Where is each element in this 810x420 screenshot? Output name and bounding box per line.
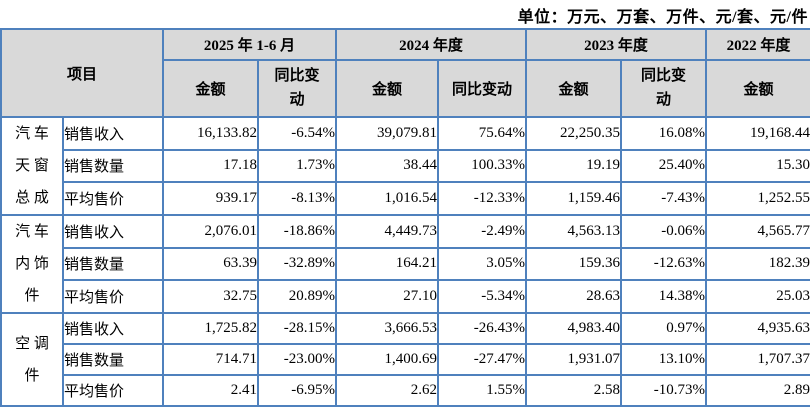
table-row: 汽 车 内 饰 件 销售收入 2,076.01 -18.86% 4,449.73…: [0, 214, 810, 314]
value-cell: 38.44: [335, 148, 440, 184]
value-cell: -7.43%: [620, 181, 708, 216]
value-cell: 4,935.63: [705, 312, 810, 345]
value-cell: -18.86%: [257, 214, 338, 249]
value-cell: 25.03: [705, 279, 810, 314]
value-cell: -5.34%: [437, 279, 528, 314]
value-cell: -28.15%: [257, 312, 338, 345]
value-cell: -12.63%: [620, 246, 708, 282]
metric-label: 平均售价: [61, 374, 165, 407]
value-cell: 32.75: [162, 279, 260, 314]
table-row: 平均售价 32.75 20.89% 27.10 -5.34% 28.63 14.…: [1, 279, 810, 314]
table-row: 空 调 件 销售收入 1,725.82 -28.15% 3,666.53 -26…: [0, 312, 810, 407]
col-header-2023-yoy: 同比变动: [620, 59, 708, 118]
col-header-2024: 2024 年度: [335, 28, 528, 61]
value-cell: 1,707.37: [705, 343, 810, 376]
value-cell: 75.64%: [437, 116, 528, 151]
value-cell: 3,666.53: [335, 312, 440, 345]
value-cell: 22,250.35: [525, 116, 623, 151]
metric-label: 平均售价: [61, 181, 165, 216]
value-cell: -10.73%: [620, 374, 708, 407]
value-cell: -26.43%: [437, 312, 528, 345]
value-cell: -6.95%: [257, 374, 338, 407]
metric-label: 销售数量: [61, 246, 165, 282]
value-cell: 1,016.54: [335, 181, 440, 216]
col-header-2025-amount: 金额: [162, 59, 260, 118]
value-cell: -0.06%: [620, 214, 708, 249]
value-cell: 714.71: [162, 343, 260, 376]
value-cell: 13.10%: [620, 343, 708, 376]
col-header-item: 项目: [0, 28, 165, 118]
value-cell: 20.89%: [257, 279, 338, 314]
value-cell: -27.47%: [437, 343, 528, 376]
value-cell: 39,079.81: [335, 116, 440, 151]
value-cell: -8.13%: [257, 181, 338, 216]
col-header-2024-yoy: 同比变动: [437, 59, 528, 118]
value-cell: 1.55%: [437, 374, 528, 407]
table-row: 销售数量 63.39 -32.89% 164.21 3.05% 159.36 -…: [1, 246, 810, 282]
value-cell: 1,725.82: [162, 312, 260, 345]
value-cell: 939.17: [162, 181, 260, 216]
section-label-ac-parts: 空 调 件: [0, 312, 64, 407]
value-cell: -2.49%: [437, 214, 528, 249]
value-cell: 16,133.82: [162, 116, 260, 151]
value-cell: -6.54%: [257, 116, 338, 151]
unit-note: 单位：万元、万套、万件、元/套、元/件: [517, 9, 808, 26]
value-cell: 2.62: [335, 374, 440, 407]
value-cell: 25.40%: [620, 148, 708, 184]
value-cell: -23.00%: [257, 343, 338, 376]
value-cell: 17.18: [162, 148, 260, 184]
metric-label: 销售数量: [61, 148, 165, 184]
value-cell: 19,168.44: [705, 116, 810, 151]
financial-table: 项目 2025 年 1-6 月 2024 年度 2023 年度 2022 年度 …: [0, 28, 810, 407]
value-cell: 1,252.55: [705, 181, 810, 216]
value-cell: 2,076.01: [162, 214, 260, 249]
value-cell: 2.89: [705, 374, 810, 407]
value-cell: 1,931.07: [525, 343, 623, 376]
value-cell: 1,400.69: [335, 343, 440, 376]
value-cell: 0.97%: [620, 312, 708, 345]
value-cell: 4,449.73: [335, 214, 440, 249]
value-cell: 3.05%: [437, 246, 528, 282]
value-cell: 164.21: [335, 246, 440, 282]
col-header-2023: 2023 年度: [525, 28, 708, 61]
table-row: 平均售价 939.17 -8.13% 1,016.54 -12.33% 1,15…: [1, 181, 810, 216]
value-cell: -32.89%: [257, 246, 338, 282]
col-header-2022-amount: 金额: [705, 59, 810, 118]
value-cell: 4,983.40: [525, 312, 623, 345]
table-row: 汽 车 天 窗 总 成 销售收入 16,133.82 -6.54% 39,079…: [0, 116, 810, 216]
value-cell: 2.58: [525, 374, 623, 407]
col-header-2022: 2022 年度: [705, 28, 810, 61]
col-header-2025: 2025 年 1-6 月: [162, 28, 338, 61]
value-cell: 1,159.46: [525, 181, 623, 216]
col-header-2024-amount: 金额: [335, 59, 440, 118]
value-cell: 159.36: [525, 246, 623, 282]
value-cell: 28.63: [525, 279, 623, 314]
value-cell: 2.41: [162, 374, 260, 407]
section-label-interior: 汽 车 内 饰 件: [0, 214, 64, 314]
col-header-2025-yoy: 同比变动: [257, 59, 338, 118]
value-cell: 4,565.77: [705, 214, 810, 249]
value-cell: 16.08%: [620, 116, 708, 151]
metric-label: 平均售价: [61, 279, 165, 314]
metric-label: 销售收入: [61, 214, 165, 249]
metric-label: 销售收入: [61, 312, 165, 345]
value-cell: 4,563.13: [525, 214, 623, 249]
metric-label: 销售收入: [61, 116, 165, 151]
section-label-sunroof: 汽 车 天 窗 总 成: [0, 116, 64, 216]
metric-label: 销售数量: [61, 343, 165, 376]
value-cell: 14.38%: [620, 279, 708, 314]
value-cell: 15.30: [705, 148, 810, 184]
value-cell: 100.33%: [437, 148, 528, 184]
table-row: 平均售价 2.41 -6.95% 2.62 1.55% 2.58 -10.73%…: [1, 374, 810, 407]
value-cell: -12.33%: [437, 181, 528, 216]
value-cell: 19.19: [525, 148, 623, 184]
value-cell: 1.73%: [257, 148, 338, 184]
value-cell: 182.39: [705, 246, 810, 282]
value-cell: 27.10: [335, 279, 440, 314]
value-cell: 63.39: [162, 246, 260, 282]
table-row: 销售数量 714.71 -23.00% 1,400.69 -27.47% 1,9…: [1, 343, 810, 376]
table-row: 销售数量 17.18 1.73% 38.44 100.33% 19.19 25.…: [1, 148, 810, 184]
col-header-2023-amount: 金额: [525, 59, 623, 118]
